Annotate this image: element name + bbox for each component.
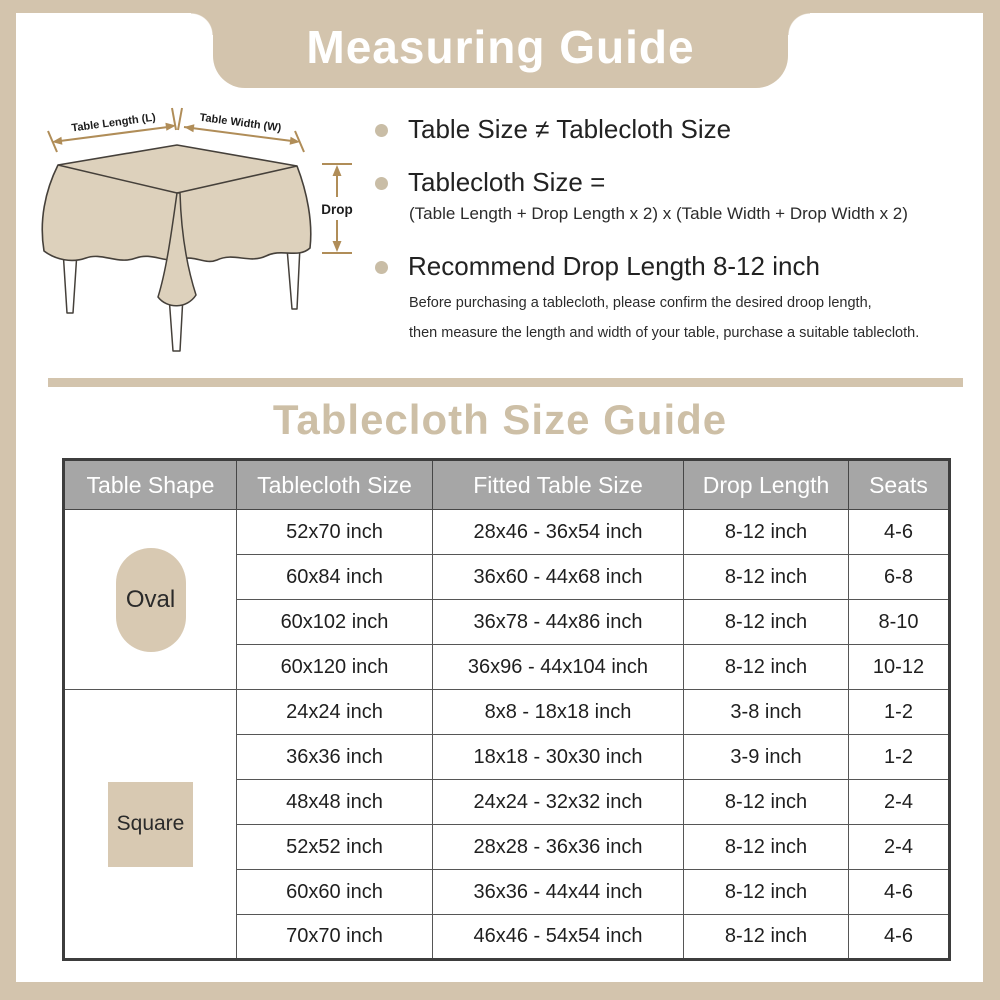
cell-seats: 8-10 bbox=[848, 599, 950, 645]
table-row: 70x70 inch 46x46 - 54x54 inch 8-12 inch … bbox=[64, 914, 950, 960]
cell-tablecloth-size: 70x70 inch bbox=[236, 914, 433, 960]
cell-fitted-size: 36x60 - 44x68 inch bbox=[432, 554, 684, 600]
cell-tablecloth-size: 36x36 inch bbox=[236, 734, 433, 780]
cell-fitted-size: 18x18 - 30x30 inch bbox=[432, 734, 684, 780]
cell-seats: 1-2 bbox=[848, 734, 950, 780]
cell-tablecloth-size: 60x120 inch bbox=[236, 644, 433, 690]
cell-seats: 4-6 bbox=[848, 914, 950, 960]
front-drape bbox=[157, 192, 197, 307]
cell-seats: 6-8 bbox=[848, 554, 950, 600]
size-guide-table: Table Shape Tablecloth Size Fitted Table… bbox=[62, 458, 951, 961]
bullet-dot bbox=[375, 124, 388, 137]
cell-fitted-size: 36x96 - 44x104 inch bbox=[432, 644, 684, 690]
cell-tablecloth-size: 60x84 inch bbox=[236, 554, 433, 600]
table-row: 60x120 inch 36x96 - 44x104 inch 8-12 inc… bbox=[64, 644, 950, 690]
table-row: Oval 52x70 inch 28x46 - 36x54 inch 8-12 … bbox=[63, 509, 950, 690]
cell-drop-length: 8-12 inch bbox=[683, 644, 849, 690]
cell-seats: 2-4 bbox=[848, 824, 950, 870]
cell-tablecloth-size: 60x60 inch bbox=[236, 869, 433, 915]
bullet-dot bbox=[375, 177, 388, 190]
shape-cell-square: Square bbox=[63, 689, 237, 960]
bullet-table-size: Table Size ≠ Tablecloth Size bbox=[408, 114, 732, 144]
cell-seats: 4-6 bbox=[848, 509, 950, 555]
cell-drop-length: 8-12 inch bbox=[683, 779, 849, 825]
col-header-tablecloth-size: Tablecloth Size bbox=[236, 459, 433, 510]
purchase-note-line2: then measure the length and width of you… bbox=[409, 325, 920, 341]
table-row: Square 24x24 inch 8x8 - 18x18 inch 3-8 i… bbox=[63, 689, 950, 960]
cell-drop-length: 8-12 inch bbox=[683, 869, 849, 915]
purchase-note-line1: Before purchasing a tablecloth, please c… bbox=[409, 295, 872, 311]
col-header-fitted-table-size: Fitted Table Size bbox=[432, 459, 684, 510]
cell-fitted-size: 36x78 - 44x86 inch bbox=[432, 599, 684, 645]
tablecloth-diagram: Table Length (L) Table Width (W) Drop bbox=[41, 107, 353, 352]
cell-fitted-size: 36x36 - 44x44 inch bbox=[432, 869, 684, 915]
square-shape-icon: Square bbox=[108, 781, 193, 867]
table-row: 60x102 inch 36x78 - 44x86 inch 8-12 inch… bbox=[64, 599, 950, 645]
cell-tablecloth-size: 24x24 inch bbox=[236, 689, 433, 735]
cell-seats: 2-4 bbox=[848, 779, 950, 825]
cell-tablecloth-size: 60x102 inch bbox=[236, 599, 433, 645]
cell-fitted-size: 28x28 - 36x36 inch bbox=[432, 824, 684, 870]
col-header-seats: Seats bbox=[848, 459, 950, 510]
cell-drop-length: 8-12 inch bbox=[683, 824, 849, 870]
cell-tablecloth-size: 52x70 inch bbox=[236, 509, 433, 555]
oval-label: Oval bbox=[125, 585, 176, 613]
section-divider bbox=[48, 378, 963, 387]
bullet-recommend-drop: Recommend Drop Length 8-12 inch bbox=[408, 251, 820, 281]
cell-drop-length: 8-12 inch bbox=[683, 599, 849, 645]
table-row: 36x36 inch 18x18 - 30x30 inch 3-9 inch 1… bbox=[64, 734, 950, 780]
cell-drop-length: 3-9 inch bbox=[683, 734, 849, 780]
cell-fitted-size: 8x8 - 18x18 inch bbox=[432, 689, 684, 735]
measure-arrowheads bbox=[52, 122, 342, 252]
cell-fitted-size: 28x46 - 36x54 inch bbox=[432, 509, 684, 555]
cell-tablecloth-size: 52x52 inch bbox=[236, 824, 433, 870]
cell-fitted-size: 46x46 - 54x54 inch bbox=[432, 914, 684, 960]
table-row: 60x84 inch 36x60 - 44x68 inch 8-12 inch … bbox=[64, 554, 950, 600]
tablecloth-size-formula: (Table Length + Drop Length x 2) x (Tabl… bbox=[409, 204, 908, 223]
cell-drop-length: 8-12 inch bbox=[683, 914, 849, 960]
size-guide-heading: Tablecloth Size Guide bbox=[272, 396, 728, 443]
oval-shape-icon: Oval bbox=[115, 547, 186, 652]
cell-seats: 4-6 bbox=[848, 869, 950, 915]
bullet-dot bbox=[375, 261, 388, 274]
bullet-tablecloth-size: Tablecloth Size = bbox=[408, 167, 606, 197]
table-row: 52x52 inch 28x28 - 36x36 inch 8-12 inch … bbox=[64, 824, 950, 870]
drop-label: Drop bbox=[321, 202, 353, 217]
cell-seats: 1-2 bbox=[848, 689, 950, 735]
table-legs bbox=[62, 245, 301, 352]
cell-fitted-size: 24x24 - 32x32 inch bbox=[432, 779, 684, 825]
col-header-table-shape: Table Shape bbox=[63, 459, 237, 510]
measure-lines bbox=[47, 107, 352, 254]
header-row: Table Shape Tablecloth Size Fitted Table… bbox=[63, 459, 950, 510]
cell-drop-length: 8-12 inch bbox=[683, 554, 849, 600]
cell-drop-length: 8-12 inch bbox=[683, 509, 849, 555]
page-title: Measuring Guide bbox=[306, 21, 695, 73]
col-header-drop-length: Drop Length bbox=[683, 459, 849, 510]
cell-drop-length: 3-8 inch bbox=[683, 689, 849, 735]
cell-tablecloth-size: 48x48 inch bbox=[236, 779, 433, 825]
shape-cell-oval: Oval bbox=[63, 509, 237, 690]
title-banner: Measuring Guide bbox=[191, 0, 810, 88]
cell-seats: 10-12 bbox=[848, 644, 950, 690]
square-label: Square bbox=[116, 812, 185, 835]
